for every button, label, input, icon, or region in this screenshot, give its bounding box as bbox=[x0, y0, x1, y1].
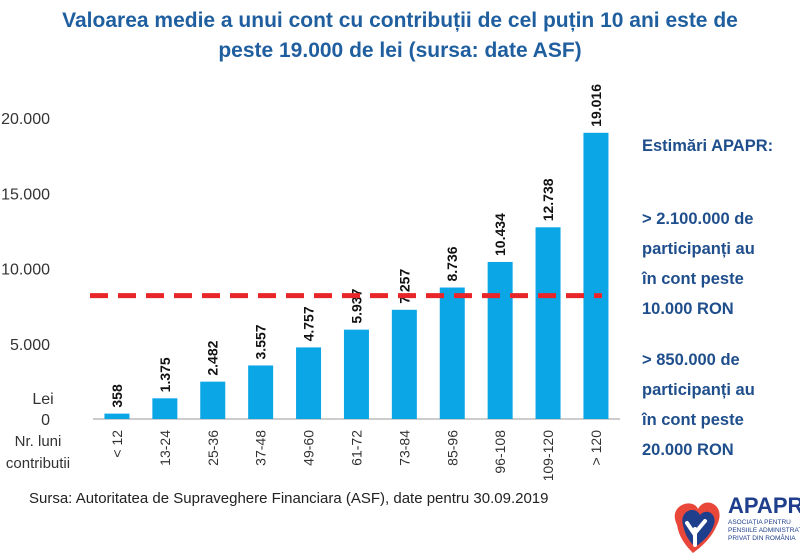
x-tick-label: 49-60 bbox=[301, 430, 317, 466]
x-axis-label: contributii bbox=[6, 455, 70, 472]
y-axis-label: Lei bbox=[32, 391, 53, 408]
x-tick-label: 13-24 bbox=[157, 430, 173, 466]
data-label: 358 bbox=[109, 384, 125, 408]
chart-title: Valoarea medie a unui cont cu contribuți… bbox=[62, 9, 738, 62]
bar-chart: 0 5.000 10.000 15.000 20.000 Lei Nr. luni contr… bbox=[1, 84, 620, 480]
y-tick-label: 10.000 bbox=[1, 262, 50, 279]
y-tick-label: 15.000 bbox=[1, 186, 50, 203]
bar bbox=[343, 329, 369, 419]
bar bbox=[439, 287, 465, 419]
note-line: în cont peste bbox=[642, 270, 744, 288]
x-tick-label: < 12 bbox=[109, 430, 125, 458]
data-label: 4.757 bbox=[301, 306, 317, 341]
data-label: 3.557 bbox=[253, 324, 269, 359]
x-tick-label: 61-72 bbox=[348, 430, 364, 466]
note-line: participanți au bbox=[642, 381, 755, 399]
data-label: 2.482 bbox=[205, 340, 221, 375]
logo-subtitle: ASOCIAȚIA PENTRU PENSIILE ADMINISTRATE P… bbox=[728, 519, 800, 542]
bar bbox=[487, 261, 513, 419]
note-line: > 2.100.000 de bbox=[642, 210, 754, 228]
bar bbox=[152, 398, 178, 419]
bar bbox=[248, 365, 274, 419]
x-axis-label: Nr. luni bbox=[15, 433, 62, 450]
y-tick-label: 5.000 bbox=[10, 337, 50, 354]
data-label: 7.257 bbox=[396, 269, 412, 304]
note-line: 20.000 RON bbox=[642, 441, 734, 459]
y-tick-label: 20.000 bbox=[1, 111, 50, 128]
note-line: participanți au bbox=[642, 240, 755, 258]
side-note-2: > 850.000 de participanți au în cont pes… bbox=[642, 345, 755, 465]
x-tick-label: 37-48 bbox=[253, 430, 269, 466]
x-tick-label: 25-36 bbox=[205, 430, 221, 466]
bar bbox=[535, 227, 561, 419]
x-tick-label: 109-120 bbox=[540, 430, 556, 480]
x-tick-label: 73-84 bbox=[396, 430, 412, 466]
note-line: > 850.000 de bbox=[642, 351, 740, 369]
source-note: Sursa: Autoritatea de Supraveghere Finan… bbox=[29, 490, 549, 507]
apapr-logo-icon bbox=[674, 502, 720, 553]
data-label: 12.738 bbox=[540, 178, 556, 221]
x-tick-label: 85-96 bbox=[444, 430, 460, 466]
x-tick-label: 96-108 bbox=[492, 430, 508, 474]
side-heading: Estimări APAPR: bbox=[642, 137, 774, 155]
data-label: 8.736 bbox=[444, 246, 460, 281]
y-tick-label: 0 bbox=[41, 412, 50, 429]
data-label: 19.016 bbox=[588, 84, 604, 127]
note-line: 10.000 RON bbox=[642, 300, 734, 318]
bar bbox=[391, 309, 417, 419]
bar bbox=[296, 347, 322, 419]
data-label: 10.434 bbox=[492, 213, 508, 256]
side-note-1: > 2.100.000 de participanți au în cont p… bbox=[642, 204, 755, 324]
note-line: în cont peste bbox=[642, 411, 744, 429]
bar bbox=[583, 132, 609, 419]
logo-name: APAPR bbox=[728, 493, 800, 518]
x-tick-label: > 120 bbox=[588, 430, 604, 466]
bar bbox=[200, 381, 226, 419]
data-label: 1.375 bbox=[157, 357, 173, 392]
bar bbox=[104, 413, 130, 419]
